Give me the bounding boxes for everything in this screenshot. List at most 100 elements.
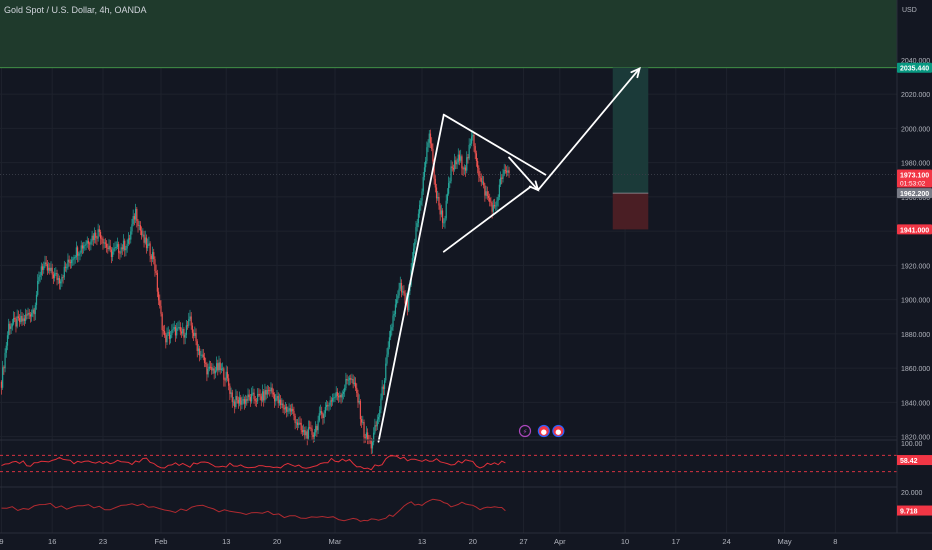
candle xyxy=(62,277,64,278)
candle xyxy=(89,243,91,245)
candle xyxy=(143,234,145,243)
earnings-lightning-icon-glyph: ⚡ xyxy=(523,428,528,436)
candle xyxy=(468,144,470,159)
candle xyxy=(470,136,473,144)
candle xyxy=(373,432,375,443)
us-economic-event-icon-2[interactable] xyxy=(552,424,565,438)
candle xyxy=(248,394,250,398)
candle xyxy=(356,387,358,394)
candle xyxy=(265,389,267,395)
candle xyxy=(166,333,168,343)
candle xyxy=(437,197,439,199)
candle xyxy=(164,330,166,336)
candle xyxy=(419,204,421,214)
long-position-profit[interactable] xyxy=(612,67,649,194)
candle xyxy=(507,170,509,173)
candle xyxy=(491,202,493,212)
candle xyxy=(414,242,416,249)
projection-up-arrow[interactable] xyxy=(537,67,641,191)
candle xyxy=(141,230,143,236)
candle xyxy=(56,272,58,280)
candle xyxy=(299,422,301,424)
candle xyxy=(75,247,77,258)
candle xyxy=(270,387,272,392)
candle xyxy=(499,177,502,185)
candle xyxy=(457,154,459,163)
candle xyxy=(266,389,268,395)
candle xyxy=(257,393,259,402)
time-tick-label: 23 xyxy=(99,537,107,546)
candle xyxy=(282,403,284,409)
candle xyxy=(474,146,476,154)
candle xyxy=(365,432,368,438)
pattern-lower[interactable] xyxy=(442,185,532,253)
candle xyxy=(330,400,332,402)
candle xyxy=(47,267,50,271)
candle xyxy=(5,345,7,353)
candle xyxy=(402,291,404,293)
candle xyxy=(288,408,290,411)
candle xyxy=(49,267,51,271)
candle xyxy=(153,252,155,260)
candle xyxy=(25,314,27,321)
rally-leg[interactable] xyxy=(377,113,445,443)
candle xyxy=(231,392,233,402)
candle xyxy=(369,440,371,442)
candle xyxy=(309,427,311,429)
candle xyxy=(92,235,94,241)
candle xyxy=(393,314,395,316)
candle xyxy=(321,410,323,415)
candle xyxy=(162,330,164,331)
candle xyxy=(438,197,440,206)
candle xyxy=(254,399,256,401)
price-tick-label: 1820.000 xyxy=(901,435,930,442)
projection-down-arrow[interactable] xyxy=(508,156,539,191)
time-tick-label: 17 xyxy=(672,537,680,546)
candle xyxy=(508,170,510,173)
candle xyxy=(493,205,496,207)
candle xyxy=(27,312,29,316)
candle xyxy=(301,430,303,433)
price-tick-label: 1980.000 xyxy=(901,161,930,168)
candle xyxy=(135,208,137,220)
candle xyxy=(456,162,458,165)
us-economic-event-icon[interactable] xyxy=(537,424,550,438)
candle xyxy=(63,266,65,278)
long-position-loss[interactable] xyxy=(612,193,649,230)
candle xyxy=(404,293,406,304)
candle xyxy=(352,378,354,385)
candle xyxy=(388,337,391,348)
candle xyxy=(180,331,183,334)
time-tick-label: 27 xyxy=(519,537,527,546)
candle xyxy=(170,334,172,339)
candle xyxy=(145,237,148,249)
candle xyxy=(408,291,410,311)
candle xyxy=(98,229,100,232)
candle xyxy=(450,166,452,182)
candle xyxy=(289,408,291,412)
candle xyxy=(171,329,173,335)
candle xyxy=(207,368,209,375)
price-tick-label: 1960.000 xyxy=(901,195,930,202)
earnings-lightning-icon[interactable] xyxy=(518,424,532,438)
candle xyxy=(51,267,53,275)
price-tick-label: 1860.000 xyxy=(901,366,930,373)
candle xyxy=(219,362,221,370)
candle xyxy=(440,210,442,215)
candle xyxy=(312,434,314,437)
candle xyxy=(477,161,479,168)
candle xyxy=(214,370,216,374)
pattern-upper[interactable] xyxy=(442,113,547,176)
candle xyxy=(209,366,212,368)
candle xyxy=(32,309,34,313)
candle xyxy=(317,420,319,431)
candle xyxy=(136,208,138,221)
candle xyxy=(336,392,339,396)
candle xyxy=(108,245,110,250)
candle xyxy=(85,243,87,246)
target-zone xyxy=(0,0,897,68)
candle xyxy=(176,328,178,336)
candle xyxy=(411,258,413,270)
candle xyxy=(194,332,196,336)
